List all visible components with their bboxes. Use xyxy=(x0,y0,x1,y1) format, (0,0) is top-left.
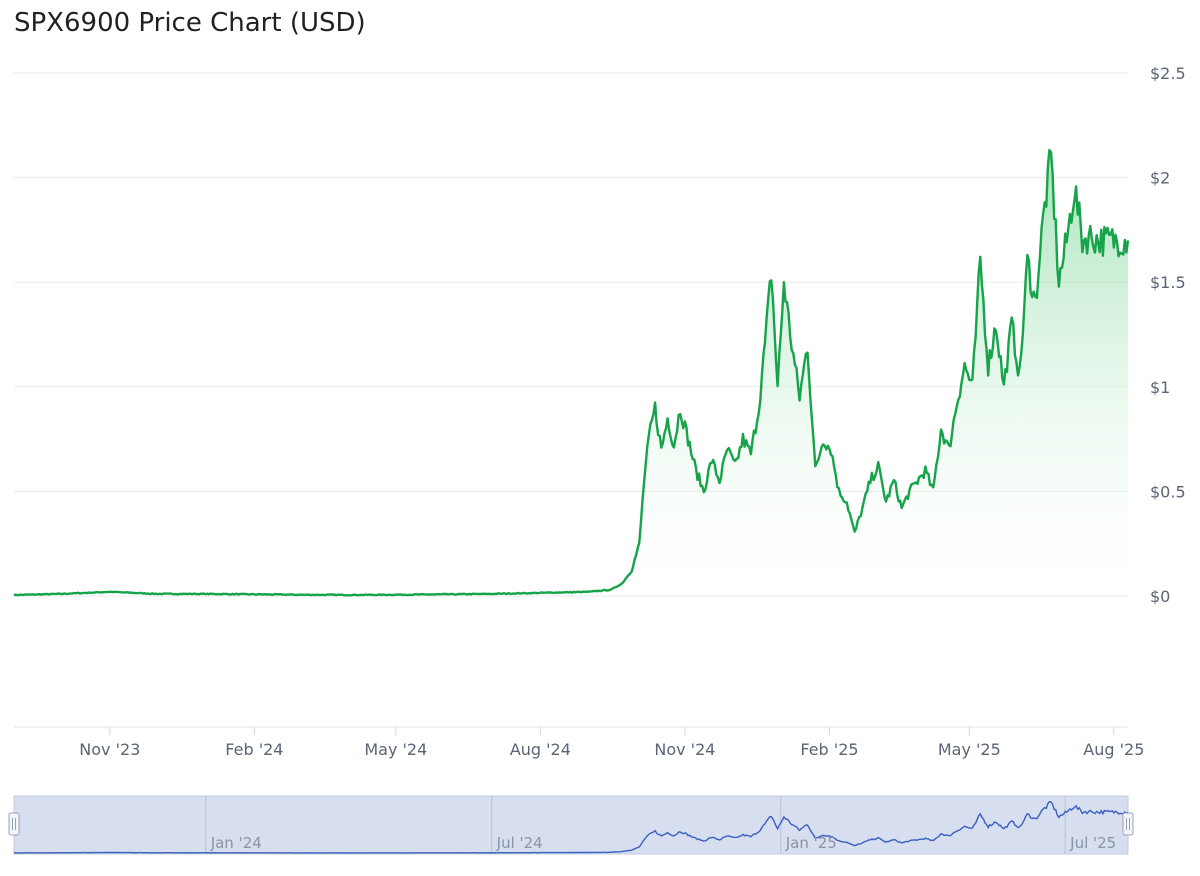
x-tick-label: Aug '25 xyxy=(1083,740,1144,759)
navigator-right-handle[interactable] xyxy=(1122,812,1134,836)
navigator-line xyxy=(13,800,1129,854)
x-tick-label: Aug '24 xyxy=(510,740,571,759)
x-tick-label: Nov '23 xyxy=(79,740,140,759)
x-axis-ticks: Nov '23 Feb '24 May '24 Aug '24 Nov '24 Feb '… xyxy=(79,727,1144,759)
chart-title: SPX6900 Price Chart (USD) xyxy=(14,8,366,38)
y-tick-label: $1 xyxy=(1150,378,1170,397)
range-navigator[interactable]: Jan '24 Jul '24 Jan '25 Jul '25 xyxy=(8,795,1134,855)
x-tick-label: May '25 xyxy=(938,740,1001,759)
x-tick-label: Nov '24 xyxy=(654,740,715,759)
y-tick-label: $1.5 xyxy=(1150,273,1186,292)
navigator-left-handle[interactable] xyxy=(8,812,20,836)
y-tick-label: $0.5 xyxy=(1150,482,1186,501)
price-line xyxy=(13,148,1130,597)
navigator-tick-label: Jan '25 xyxy=(785,834,837,852)
x-tick-label: Feb '24 xyxy=(225,740,283,759)
navigator-tick-label: Jul '25 xyxy=(1069,834,1116,852)
y-tick-label: $2 xyxy=(1150,169,1170,188)
navigator-tick-label: Jul '24 xyxy=(496,834,543,852)
price-area-fill xyxy=(14,150,1128,596)
navigator-background xyxy=(13,795,1129,855)
navigator-tick-label: Jan '24 xyxy=(210,834,262,852)
x-tick-label: May '24 xyxy=(364,740,427,759)
x-tick-label: Feb '25 xyxy=(800,740,858,759)
y-axis-ticks: $0 $0.5 $1 $1.5 $2 $2.5 xyxy=(1150,64,1186,606)
navigator-grid xyxy=(205,796,1066,854)
y-tick-label: $2.5 xyxy=(1150,64,1186,83)
y-tick-label: $0 xyxy=(1150,587,1170,606)
navigator-ticks: Jan '24 Jul '24 Jan '25 Jul '25 xyxy=(210,834,1117,852)
